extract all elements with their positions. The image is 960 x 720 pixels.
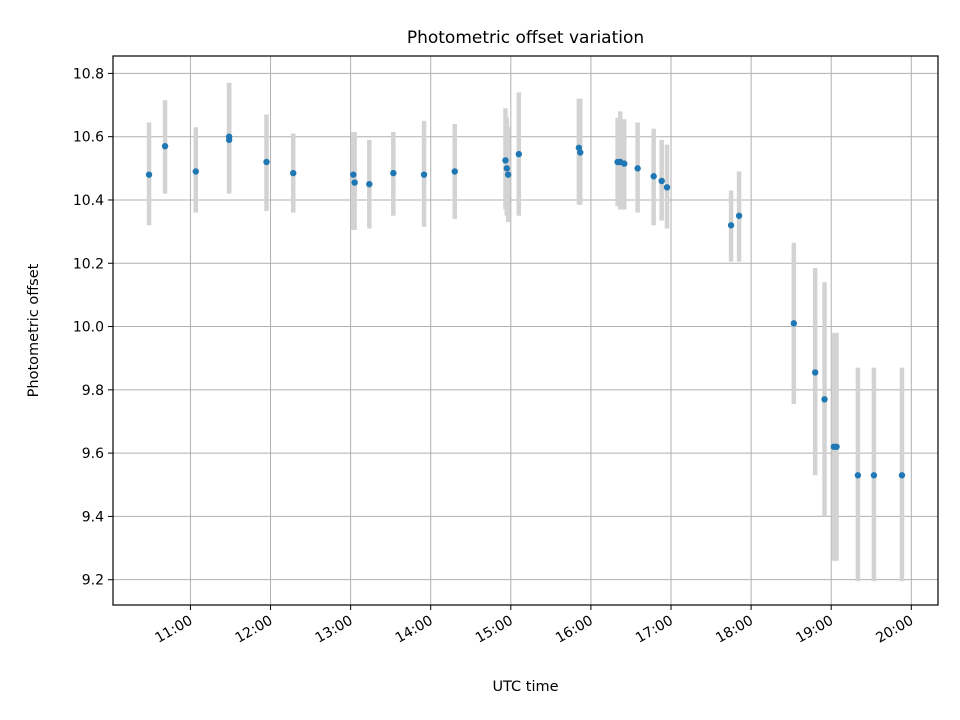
y-tick-label: 10.4 [73,193,104,209]
y-axis: 9.2 9.4 9.6 9.8 10.0 10.2 10.4 10.6 10.8 [73,66,113,589]
plot-area-frame [112,55,939,606]
data-point [390,169,397,177]
data-point [366,180,373,188]
data-point [821,396,828,403]
data-point [898,472,906,479]
y-axis-label: Photometric offset [26,263,42,397]
data-point [735,212,743,219]
y-tick-label: 9.8 [82,383,104,399]
data-point [145,171,153,178]
y-tick-label: 10.2 [73,256,104,272]
data-point [577,149,584,156]
data-point [263,158,270,166]
data-point [515,150,523,158]
data-point [192,168,199,175]
data-point [833,443,840,450]
data-point [351,179,358,186]
data-point [225,136,233,144]
data-point [727,222,735,229]
data-point [504,171,512,178]
data-point [621,160,628,167]
chart-title: Photometric offset variation [407,28,644,48]
data-point [811,369,819,376]
data-points [145,133,906,479]
y-tick-label: 9.2 [82,573,104,589]
data-point [658,177,665,185]
data-point [790,320,798,327]
y-tick-label: 10.8 [73,66,104,82]
data-point [854,472,862,479]
grid [113,56,938,605]
data-point [161,142,169,150]
data-point [650,173,657,180]
data-point [420,171,428,178]
data-point [870,472,878,479]
y-tick-label: 9.4 [82,509,104,525]
data-point [350,171,357,178]
data-point [663,184,671,191]
y-tick-label: 10.6 [73,130,104,146]
data-point [634,165,641,172]
data-point [502,157,509,164]
data-point [503,165,511,172]
x-axis-label: UTC time [492,679,558,695]
y-tick-label: 9.6 [82,446,104,462]
data-point [290,169,297,177]
data-point [451,168,458,175]
y-tick-label: 10.0 [73,320,104,336]
